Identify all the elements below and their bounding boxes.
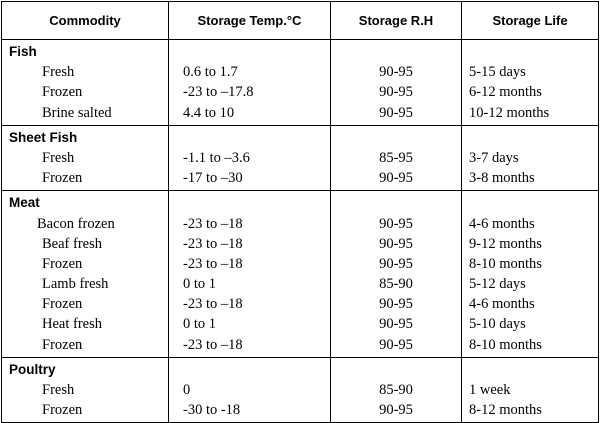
category-spacer [183,360,330,380]
rh-value: 90-95 [379,402,413,419]
commodity-name: Bacon frozen [37,215,115,232]
temp-value: 0 to 1 [183,316,217,333]
commodity-name: Frozen [42,402,83,419]
category-spacer [331,360,461,380]
commodity-name: Fresh [42,382,75,398]
rh-value: 90-95 [379,316,413,333]
rh-cell: 90-95 90-95 90-95 [330,39,462,126]
commodity-name: Brine salted [42,104,112,121]
temp-cell: 0 -30 to -18 [168,356,331,423]
temp-value: -1.1 to –3.6 [183,149,250,166]
life-value: 1 week [469,382,511,398]
header-storage-life: Storage Life [461,1,599,40]
category-spacer [469,128,598,148]
life-value: 6-12 months [469,84,542,101]
header-row: Commodity Storage Temp.°C Storage R.H St… [1,1,599,40]
table-body: Fish Fresh Frozen Brine salted 0.6 to 1.7 -23… [1,39,599,423]
temp-value: -23 to –17.8 [183,84,254,101]
category-spacer [183,128,330,148]
category-label: Sheet Fish [9,129,78,145]
commodity-name: Fresh [42,149,75,166]
header-storage-rh: Storage R.H [330,1,462,40]
temp-value: -30 to -18 [183,402,241,419]
temp-value: 4.4 to 10 [183,104,235,121]
category-spacer [469,193,598,213]
temp-cell: -23 to –18 -23 to –18 -23 to –18 0 to 1 -23 … [168,190,331,358]
commodity-name: Frozen [42,255,83,272]
rh-value: 90-95 [379,255,413,272]
life-value: 8-10 months [469,336,542,353]
temp-value: 0 [183,382,191,398]
commodity-cell: Meat Bacon frozen Beaf fresh Frozen Lamb fre… [1,190,169,358]
rh-value: 90-95 [379,64,413,81]
category-spacer [183,42,330,62]
life-value: 9-12 months [469,235,542,252]
category-label: Meat [9,195,40,211]
commodity-name: Frozen [42,296,83,313]
rh-value: 85-90 [379,276,413,293]
life-value: 4-6 months [469,296,535,313]
category-spacer [331,42,461,62]
temp-value: -23 to –18 [183,296,243,313]
life-value: 8-10 months [469,255,542,272]
category-spacer [331,128,461,148]
life-value: 8-12 months [469,402,542,419]
table-row: Sheet Fish Fresh Frozen -1.1 to –3.6 -17 to … [1,124,599,192]
rh-value: 85-90 [379,382,413,398]
category-spacer [469,360,598,380]
rh-value: 90-95 [379,296,413,313]
rh-value: 90-95 [379,170,413,187]
temp-value: -23 to –18 [183,215,243,232]
life-value: 5-15 days [469,64,526,81]
header-storage-temp: Storage Temp.°C [168,1,331,40]
header-commodity: Commodity [1,1,169,40]
rh-value: 85-95 [379,149,413,166]
category-spacer [469,42,598,62]
temp-cell: 0.6 to 1.7 -23 to –17.8 4.4 to 10 [168,39,331,126]
commodity-name: Fresh [42,64,75,81]
rh-cell: 85-90 90-95 [330,356,462,423]
life-value: 3-8 months [469,170,535,187]
commodity-name: Frozen [42,84,83,101]
life-cell: 3-7 days 3-8 months [461,124,599,192]
rh-value: 90-95 [379,235,413,252]
life-value: 10-12 months [469,104,550,121]
rh-cell: 90-95 90-95 90-95 85-90 90-95 90-95 90-95 [330,190,462,358]
life-value: 5-12 days [469,276,526,293]
commodity-name: Lamb fresh [42,276,109,293]
table-row: Fish Fresh Frozen Brine salted 0.6 to 1.7 -23… [1,39,599,126]
temp-value: -23 to –18 [183,336,243,353]
rh-value: 90-95 [379,336,413,353]
commodity-name: Frozen [42,336,83,353]
table-row: Poultry Fresh Frozen 0 -30 to -18 85-90 90-95 1… [1,356,599,423]
commodity-cell: Fish Fresh Frozen Brine salted [1,39,169,126]
temp-value: 0.6 to 1.7 [183,64,238,81]
commodity-name: Frozen [42,170,83,187]
commodity-name: Beaf fresh [42,235,102,252]
rh-value: 90-95 [379,104,413,121]
temp-cell: -1.1 to –3.6 -17 to –30 [168,124,331,192]
life-cell: 5-15 days 6-12 months 10-12 months [461,39,599,126]
commodity-name: Heat fresh [42,316,102,333]
temp-value: -23 to –18 [183,255,243,272]
category-spacer [331,193,461,213]
life-value: 3-7 days [469,149,519,166]
rh-cell: 85-95 90-95 [330,124,462,192]
life-cell: 4-6 months 9-12 months 8-10 months 5-12 day… [461,190,599,358]
temp-value: 0 to 1 [183,276,217,293]
life-value: 5-10 days [469,316,526,333]
temp-value: -17 to –30 [183,170,243,187]
life-cell: 1 week 8-12 months [461,356,599,423]
category-label: Fish [9,44,37,59]
category-spacer [183,193,330,213]
commodity-cell: Poultry Fresh Frozen [1,356,169,423]
rh-value: 90-95 [379,215,413,232]
table-row: Meat Bacon frozen Beaf fresh Frozen Lamb fre… [1,190,599,358]
temp-value: -23 to –18 [183,235,243,252]
category-label: Poultry [9,361,56,377]
commodity-cell: Sheet Fish Fresh Frozen [1,124,169,192]
life-value: 4-6 months [469,215,535,232]
rh-value: 90-95 [379,84,413,101]
